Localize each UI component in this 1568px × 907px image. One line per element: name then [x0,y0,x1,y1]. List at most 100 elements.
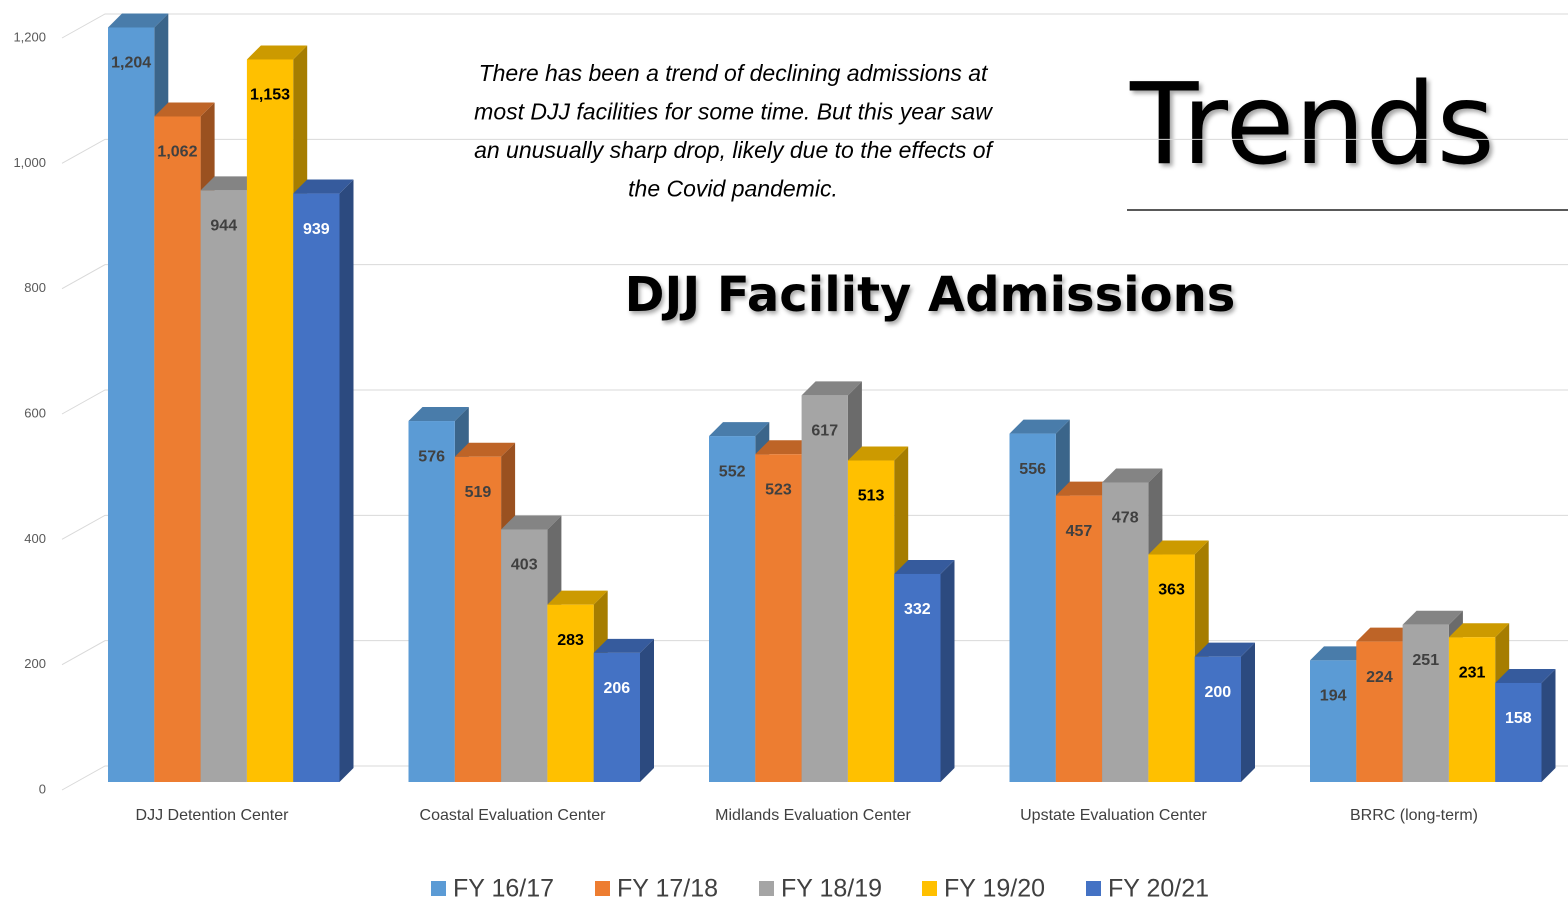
grid-line [61,13,1568,39]
data-label: 158 [1505,710,1532,727]
data-label: 617 [811,423,838,440]
data-label: 939 [303,221,330,238]
bar-front [1356,641,1403,782]
bar-front [501,529,548,782]
bar-front [1102,482,1149,782]
bar-top [1102,468,1163,483]
bar-front [593,652,640,782]
bar-front [1009,433,1056,782]
data-label: 1,062 [157,144,197,161]
annotation: an unusually sharp drop, likely due to t… [474,137,994,163]
bar-side [940,559,955,782]
data-label: 200 [1204,684,1231,701]
y-tick-label: 600 [24,405,46,420]
data-label: 224 [1366,669,1393,686]
data-label: 363 [1158,582,1185,599]
bar-side [640,638,654,782]
bar-top [1055,481,1117,496]
bar-top [293,179,354,194]
bar-front [1148,554,1195,782]
annotation: most DJJ facilities for some time. But t… [474,99,993,125]
bar [1495,668,1556,782]
heading: Trends [1129,60,1495,190]
x-tick-label: DJJ Detention Center [136,807,290,824]
bar-front [1402,624,1449,782]
bar-top [1009,419,1070,434]
x-tick-label: BRRC (long-term) [1350,807,1478,824]
bar [293,179,354,782]
bar-top [801,381,862,396]
bar-top [894,559,955,574]
bar-side [339,179,354,782]
data-label: 478 [1112,510,1139,527]
bar-top [1356,627,1417,642]
x-tick-label: Coastal Evaluation Center [420,807,607,824]
bar-top [454,442,516,457]
bar-front [154,116,201,783]
data-label: 194 [1320,688,1347,705]
bar-top [1194,642,1255,657]
data-label: 332 [904,601,931,618]
y-tick-label: 0 [39,781,46,796]
bar-front [200,190,247,783]
y-tick-label: 800 [24,280,46,295]
bar-front [1055,495,1103,782]
legend-swatch [922,881,937,896]
bar [1148,540,1209,782]
bar [593,638,654,782]
bar-front [108,27,155,782]
bar-front [801,395,848,782]
data-label: 231 [1459,664,1486,681]
bar-front [1495,682,1542,782]
y-tick-label: 400 [24,531,46,546]
legend-label: FY 19/20 [944,875,1045,903]
bar-front [293,193,340,782]
bar-top [547,590,608,605]
bar-front [1310,660,1357,782]
data-label: 206 [603,680,630,697]
bar [894,559,955,782]
bar-top [246,45,308,60]
data-label: 556 [1019,461,1046,478]
bar [547,590,608,782]
bar-side [1541,668,1556,782]
bar-top [154,102,215,117]
data-label: 1,153 [250,87,290,104]
annotation: There has been a trend of declining admi… [479,60,989,86]
chart-title: DJJ Facility Admissions [625,267,1236,323]
bar-front [408,421,455,782]
data-label: 403 [511,557,538,574]
data-label: 576 [418,448,445,465]
bar-top [200,176,261,191]
data-label: 283 [557,632,584,649]
data-label: 457 [1066,523,1093,540]
grid-line [61,389,1568,415]
grid-line [61,264,1568,290]
bar-top [593,638,654,653]
y-tick-label: 1,000 [13,155,46,170]
bar-top [709,422,770,437]
legend-label: FY 18/19 [781,875,882,903]
bar-top [1148,540,1209,555]
data-label: 944 [210,218,237,235]
bar [1194,642,1255,782]
bar-front [894,573,941,782]
bar-top [1402,610,1463,625]
bar-top [408,407,469,422]
bar-top [1495,668,1556,683]
bar-top [847,446,909,461]
y-tick-label: 200 [24,656,46,671]
legend-swatch [759,881,774,896]
legend-swatch [1086,881,1101,896]
bar-top [755,440,816,455]
data-label: 519 [465,484,492,501]
x-tick-label: Midlands Evaluation Center [715,807,911,824]
data-label: 513 [858,488,885,505]
bar-front [709,436,756,782]
data-label: 251 [1412,652,1439,669]
bar-front [1448,637,1496,782]
data-label: 523 [765,481,792,498]
legend-swatch [431,881,446,896]
bar-side [1241,642,1255,782]
